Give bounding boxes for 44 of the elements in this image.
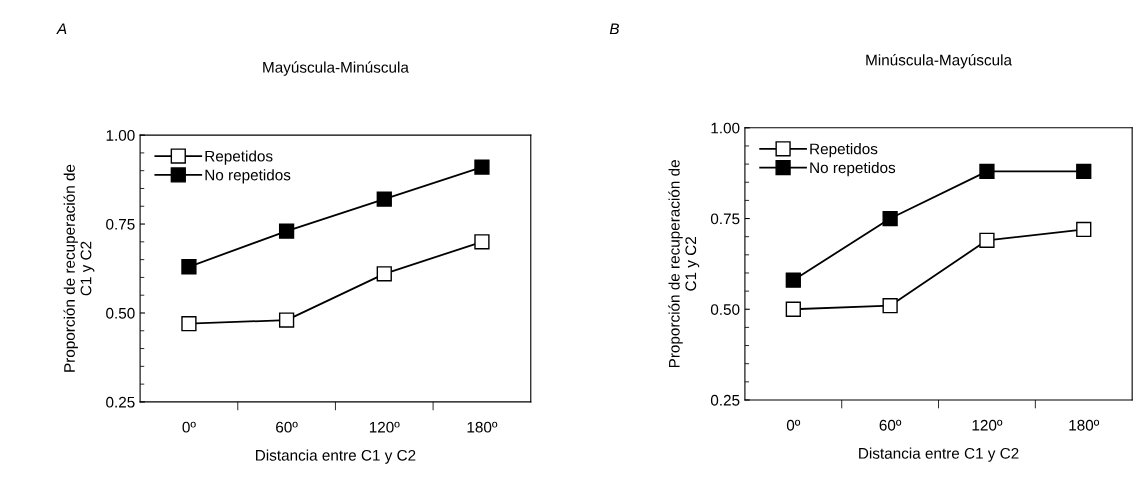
x-tick-label: 0º <box>786 419 801 431</box>
x-tick-label: 0º <box>182 421 196 433</box>
text: A <box>56 23 67 35</box>
chart-title: Mayúscula-Minúscula <box>263 61 409 76</box>
x-tick-label: 120º <box>972 419 1003 431</box>
text: B <box>609 23 620 35</box>
x-tick-label: 60º <box>879 419 902 431</box>
point <box>181 316 197 332</box>
x-tick-label: 120º <box>369 421 400 433</box>
legend-label: Repetidos <box>810 143 878 158</box>
legend-label: No repetidos <box>810 161 896 177</box>
point <box>882 210 898 227</box>
x-tick-label: 180º <box>467 421 498 433</box>
point <box>1076 221 1092 238</box>
y-tick-label: 0.50 <box>710 304 740 315</box>
point <box>278 312 295 328</box>
point <box>979 232 995 248</box>
legend-label: Repetidos <box>205 150 273 165</box>
chart-title: Minúscula-Mayúscula <box>866 54 1012 69</box>
y-axis-title: Proporción de recuperación de C1 y C2 <box>668 160 700 368</box>
point <box>376 191 392 207</box>
legend-label: No repetidos <box>205 169 291 184</box>
x-tick-label: 60º <box>276 421 298 433</box>
y-tick-label: 0.75 <box>106 218 135 230</box>
point <box>181 259 197 275</box>
point <box>376 266 392 282</box>
y-tick-label: 0.75 <box>710 213 740 225</box>
point <box>474 234 490 250</box>
y-axis-title: Proporción de recuperación de C1 y C2 <box>63 164 95 372</box>
point <box>785 301 801 317</box>
x-tick-label: 180º <box>1069 419 1100 431</box>
y-tick-label: 0.50 <box>106 307 135 319</box>
point <box>278 223 295 239</box>
point <box>979 163 995 180</box>
x-axis-title: Distancia entre C1 y C2 <box>256 449 416 464</box>
y-tick-label: 1.00 <box>711 122 740 134</box>
y-tick-label: 1.00 <box>106 129 135 141</box>
point <box>785 272 801 288</box>
point <box>1076 163 1092 180</box>
x-axis-title: Distancia entre C1 y C2 <box>859 447 1019 462</box>
y-tick-label: 0.25 <box>710 394 740 406</box>
point <box>882 297 898 314</box>
point <box>474 159 490 175</box>
y-tick-label: 0.25 <box>106 396 135 408</box>
